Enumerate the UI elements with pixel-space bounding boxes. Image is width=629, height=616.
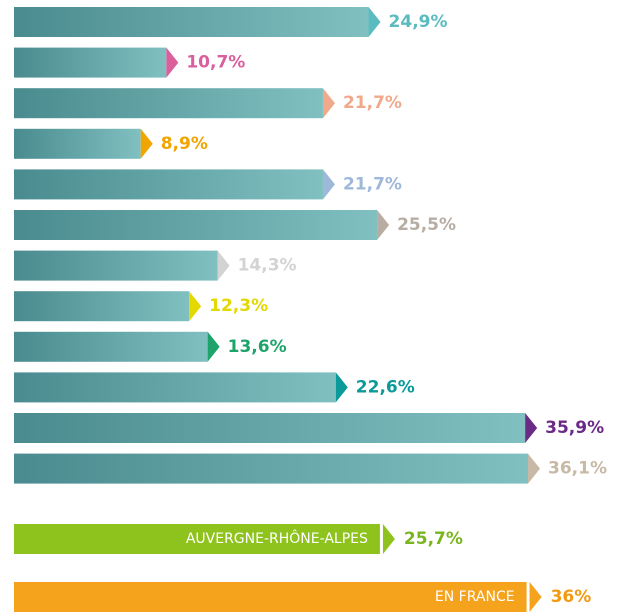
- summary-bar: [14, 582, 527, 612]
- arrow: [525, 413, 538, 443]
- bar: [14, 413, 526, 443]
- arrow: [529, 582, 542, 612]
- summary-bar: [14, 524, 380, 554]
- arrow: [166, 47, 179, 78]
- bar: [14, 88, 323, 119]
- value-label: 21,7%: [343, 93, 402, 113]
- arrow: [377, 210, 390, 240]
- bar: [14, 210, 378, 240]
- value-label: 8,9%: [161, 134, 208, 154]
- arrow: [189, 291, 202, 322]
- summary-value: 25,7%: [404, 529, 463, 549]
- value-label: 14,3%: [238, 256, 297, 276]
- arrow: [322, 169, 335, 200]
- value-label: 22,6%: [356, 377, 415, 397]
- bar: [14, 331, 208, 362]
- arrow: [335, 372, 348, 403]
- summary-value: 36%: [551, 587, 592, 607]
- value-label: 10,7%: [186, 53, 245, 73]
- arrow: [382, 524, 395, 554]
- bar: [14, 250, 218, 281]
- arrow: [140, 128, 153, 159]
- value-label: 21,7%: [343, 174, 402, 194]
- value-label: 13,6%: [228, 337, 287, 357]
- bar: [14, 128, 141, 159]
- bar: [14, 169, 323, 200]
- bar: [14, 291, 190, 322]
- arrow: [207, 331, 220, 362]
- bar: [14, 47, 167, 78]
- bar: [14, 7, 369, 37]
- summary-label: AUVERGNE-RHÔNE-ALPES: [186, 529, 368, 547]
- bar: [14, 453, 528, 484]
- summary-label: EN FRANCE: [435, 589, 515, 605]
- value-label: 35,9%: [545, 418, 604, 438]
- value-label: 24,9%: [389, 12, 448, 32]
- bar: [14, 372, 336, 403]
- arrow: [322, 88, 335, 119]
- arrow: [528, 453, 540, 484]
- value-label: 12,3%: [209, 296, 268, 316]
- value-label: 36,1%: [548, 459, 607, 479]
- arrow: [217, 250, 230, 281]
- value-label: 25,5%: [397, 215, 456, 235]
- arrow: [368, 7, 381, 37]
